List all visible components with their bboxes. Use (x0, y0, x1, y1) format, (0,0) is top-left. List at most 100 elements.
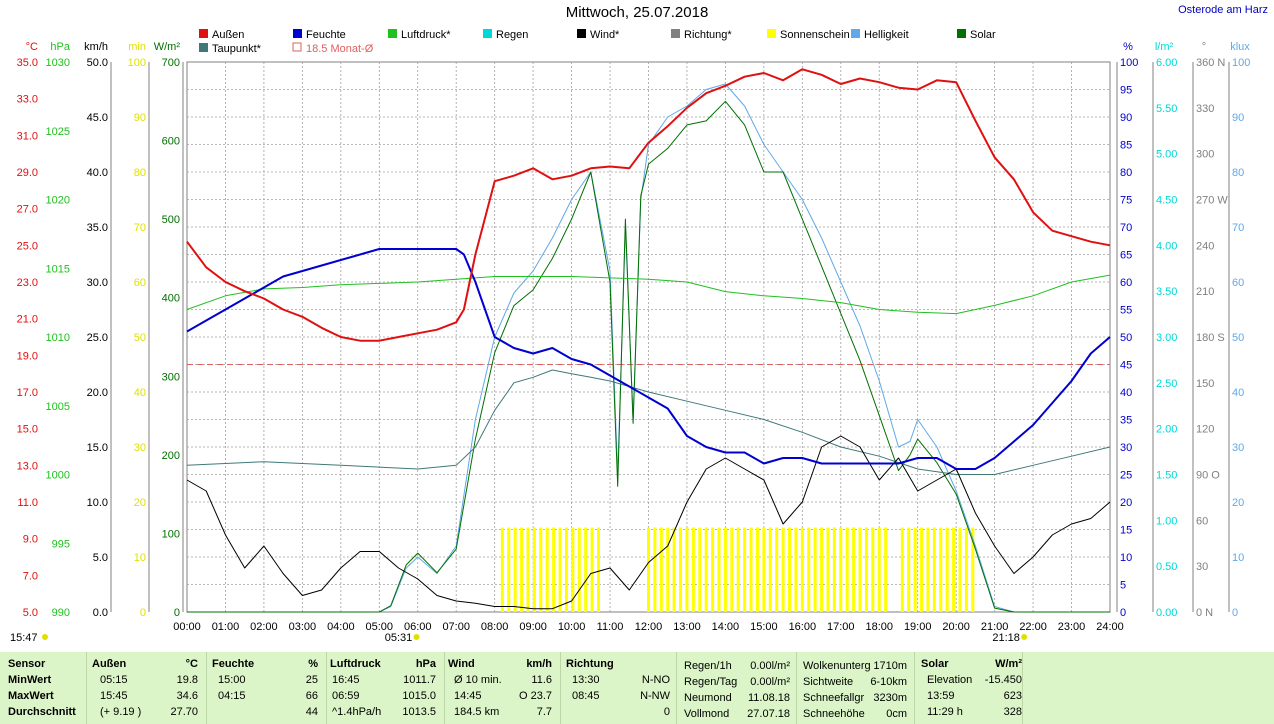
right-axis-tick-label: 15 (1120, 525, 1132, 537)
right-axis-tick-label: 10 (1120, 552, 1132, 564)
table-cell-feuchte-value: 66 (305, 690, 318, 702)
sunshine-bar (679, 527, 683, 612)
table-cell-info2-value: 6-10km (870, 676, 907, 688)
table-header-richtung: Richtung (566, 658, 614, 670)
left-axis-unit: W/m² (154, 41, 181, 53)
left-axis-tick-label: 21.0 (17, 314, 38, 326)
table-cell-aussen-time: 05:15 (100, 674, 128, 686)
right-axis-tick-label: 70 (1232, 222, 1244, 234)
left-axis-tick-label: 11.0 (17, 497, 38, 509)
moon-time-label: 15:47 (10, 632, 38, 644)
table-header-wind: Wind (448, 658, 475, 670)
table-cell-solar-value: 328 (1003, 706, 1022, 718)
legend-label-feuchte: Feuchte (306, 29, 346, 41)
table-header-aussen-unit: °C (185, 658, 198, 670)
sunshine-bar (807, 527, 811, 612)
table-column-separator (796, 652, 797, 724)
sunshine-bar (723, 527, 727, 612)
weather-chart: 00:00 01:00 02:00 03:00 04:00 05:00 06:00 07:00… (10, 29, 1250, 644)
sunshine-bar (526, 527, 530, 612)
table-cell-luftdruck-value: 1011.7 (403, 674, 436, 686)
table-cell-richtung-value: 0 (663, 706, 670, 718)
table-cell-info2-value: 3230m (873, 692, 907, 704)
table-cell-info2-value: 1710m (873, 660, 907, 672)
x-tick-label: 17:00 (827, 621, 855, 633)
table-cell-info2-label: Wolkenunterg (803, 660, 871, 672)
left-axis-tick-label: 1030 (46, 57, 70, 69)
table-cell-aussen-value: 19.8 (176, 674, 198, 686)
left-axis-tick-label: 1020 (46, 195, 70, 207)
table-cell-luftdruck-time: ^1.4hPa/h (332, 706, 382, 718)
right-axis-tick-label: 65 (1120, 250, 1132, 262)
right-axis-tick-label: 75 (1120, 195, 1132, 207)
right-axis-tick-label: 45 (1120, 360, 1132, 372)
right-axis-tick-label: 80 (1232, 167, 1244, 179)
legend-label-wind: Wind* (590, 29, 620, 41)
left-axis-tick-label: 20.0 (87, 387, 108, 399)
sunshine-bar (932, 527, 936, 612)
site-name[interactable]: Osterode am Harz (1178, 4, 1268, 16)
left-axis-tick-label: 7.0 (23, 570, 38, 582)
sunshine-bar (743, 527, 747, 612)
legend-swatch-helligkeit (851, 29, 860, 38)
left-axis-tick-label: 600 (162, 136, 180, 148)
right-axis-tick-label: 60 (1232, 277, 1244, 289)
x-tick-label: 18:00 (865, 621, 893, 633)
table-header-luftdruck: Luftdruck (330, 658, 381, 670)
sunset-label: 21:18 (992, 632, 1020, 644)
right-axis-tick-label: 80 (1120, 167, 1132, 179)
left-axis-unit: hPa (50, 41, 70, 53)
left-axis-tick-label: 60 (134, 277, 146, 289)
table-cell-luftdruck-time: 16:45 (332, 674, 360, 686)
right-axis-unit: l/m² (1155, 41, 1174, 53)
x-tick-label: 10:00 (558, 621, 586, 633)
sunshine-bar (691, 527, 695, 612)
sunshine-bar (858, 527, 862, 612)
sunshine-bar (913, 527, 917, 612)
left-axis-tick-label: 200 (162, 450, 180, 462)
left-axis-tick-label: 25.0 (87, 332, 108, 344)
table-cell-wind-label: 14:45 (454, 690, 482, 702)
table-header-sensor: Sensor (8, 658, 46, 670)
table-cell-wind-value: 11.6 (531, 674, 552, 686)
right-axis-tick-label: 330 (1196, 103, 1214, 115)
x-tick-label: 01:00 (212, 621, 240, 633)
table-cell-richtung-time: 13:30 (572, 674, 600, 686)
sunshine-bar (813, 527, 817, 612)
sunshine-bar (711, 527, 715, 612)
table-row-label: Durchschnitt (8, 706, 76, 718)
right-axis-tick-label: 0 N (1196, 607, 1213, 619)
sunshine-bar (820, 527, 824, 612)
legend-swatch-richtung (671, 29, 680, 38)
table-cell-luftdruck-time: 06:59 (332, 690, 360, 702)
table-cell-wind-label: Ø 10 min. (454, 674, 502, 686)
legend-label-sonnenschein: Sonnenschein (780, 29, 850, 41)
sunshine-bar (672, 527, 676, 612)
table-cell-wind-value: 7.7 (536, 706, 552, 718)
left-axis-tick-label: 995 (52, 538, 70, 550)
left-axis-tick-label: 35.0 (87, 222, 108, 234)
sunshine-bar (768, 527, 772, 612)
right-axis-tick-label: 35 (1120, 415, 1132, 427)
x-tick-label: 14:00 (712, 621, 740, 633)
right-axis-tick-label: 60 (1120, 277, 1132, 289)
left-axis-tick-label: 13.0 (17, 460, 38, 472)
sunshine-bar (730, 527, 734, 612)
x-tick-label: 09:00 (519, 621, 547, 633)
sunshine-bar (513, 527, 517, 612)
sunrise-label: 05:31 (385, 632, 413, 644)
sunshine-bar (920, 527, 924, 612)
legend-swatch-sonnenschein (767, 29, 776, 38)
left-axis-tick-label: 15.0 (17, 424, 38, 436)
left-axis-tick-label: 50.0 (87, 57, 108, 69)
sunshine-bar (564, 527, 568, 612)
left-axis-tick-label: 45.0 (87, 112, 108, 124)
legend-label-richtung: Richtung* (684, 29, 732, 41)
left-axis-tick-label: 10.0 (87, 497, 108, 509)
left-axis-tick-label: 700 (162, 57, 180, 69)
table-column-separator (206, 652, 207, 724)
table-header-solar: Solar (921, 658, 949, 670)
left-axis-tick-label: 90 (134, 112, 146, 124)
sunshine-bar (884, 527, 888, 612)
left-axis-tick-label: 25.0 (17, 240, 38, 252)
